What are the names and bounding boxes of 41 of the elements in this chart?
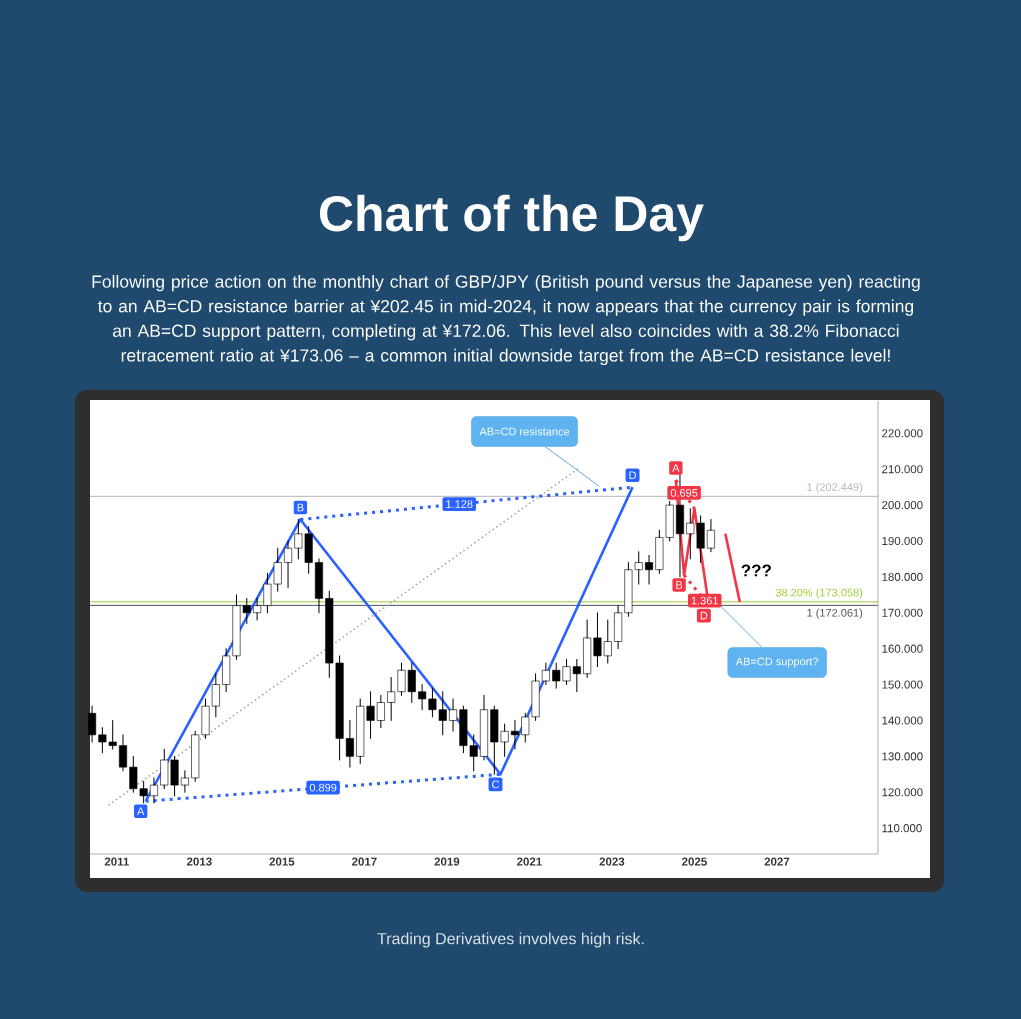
y-tick-label: 130.000 — [882, 752, 923, 761]
data-label: D — [629, 471, 636, 479]
x-tick-label: 2023 — [599, 857, 625, 866]
ref-line-label: 38.20% (173.058) — [775, 588, 863, 599]
x-tick-label: 2017 — [351, 857, 377, 866]
text: Trading Derivatives involves high risk. — [377, 932, 644, 948]
ref-line-label: 1 (202.449) — [807, 482, 863, 494]
annotation: ??? — [741, 564, 771, 577]
x-tick-label: 2015 — [269, 857, 295, 866]
y-tick-label: 200.000 — [882, 501, 923, 510]
data-label: B — [676, 581, 683, 589]
annotation: 0.695 — [670, 489, 698, 497]
y-tick-label: 150.000 — [882, 680, 923, 689]
y-tick-label: 180.000 — [882, 572, 923, 581]
y-tick-label: 220.000 — [882, 429, 923, 438]
annotation: 0.899 — [309, 783, 337, 792]
annotation: AB=CD resistance — [479, 427, 570, 436]
annotation: AB=CD support? — [735, 657, 819, 668]
x-tick-label: 2025 — [682, 857, 707, 866]
annotation: 1.361 — [691, 596, 718, 605]
chart-subtitle: Following price action on the monthly chart of GBP/JPY (British pound versus the Japanese yen) reacting to an AB=CD resistance barrier at ¥202.45 in mid-2024, it now appears that the currency pair is forming an AB=CD support pattern, completing at ¥172.06. This level also coincides with a 38.2% Fibonacci retracement ratio at ¥173.06 – a common initial downside target from the AB=CD resistance level! — [92, 274, 920, 366]
annotation: 1.128 — [446, 500, 473, 508]
data-label: B — [297, 503, 304, 512]
y-tick-label: 120.000 — [882, 788, 923, 797]
x-tick-label: 2027 — [764, 857, 790, 866]
y-tick-label: 160.000 — [882, 644, 923, 653]
x-tick-label: 2013 — [186, 857, 212, 866]
y-tick-label: 140.000 — [882, 716, 923, 725]
x-tick-label: 2011 — [104, 857, 129, 866]
data-label: A — [672, 464, 680, 472]
chart-title: Chart of the Day — [319, 194, 704, 242]
ref-line-label: 1 (172.061) — [807, 608, 863, 619]
y-tick-label: 190.000 — [882, 536, 923, 546]
x-tick-label: 2019 — [434, 857, 460, 866]
y-tick-label: 170.000 — [882, 608, 923, 617]
x-tick-label: 2021 — [517, 857, 542, 866]
y-tick-label: 110.000 — [882, 824, 922, 833]
data-label: A — [137, 807, 145, 816]
y-tick-label: 210.000 — [882, 465, 923, 474]
data-label: D — [700, 611, 708, 620]
data-label: C — [492, 780, 500, 789]
